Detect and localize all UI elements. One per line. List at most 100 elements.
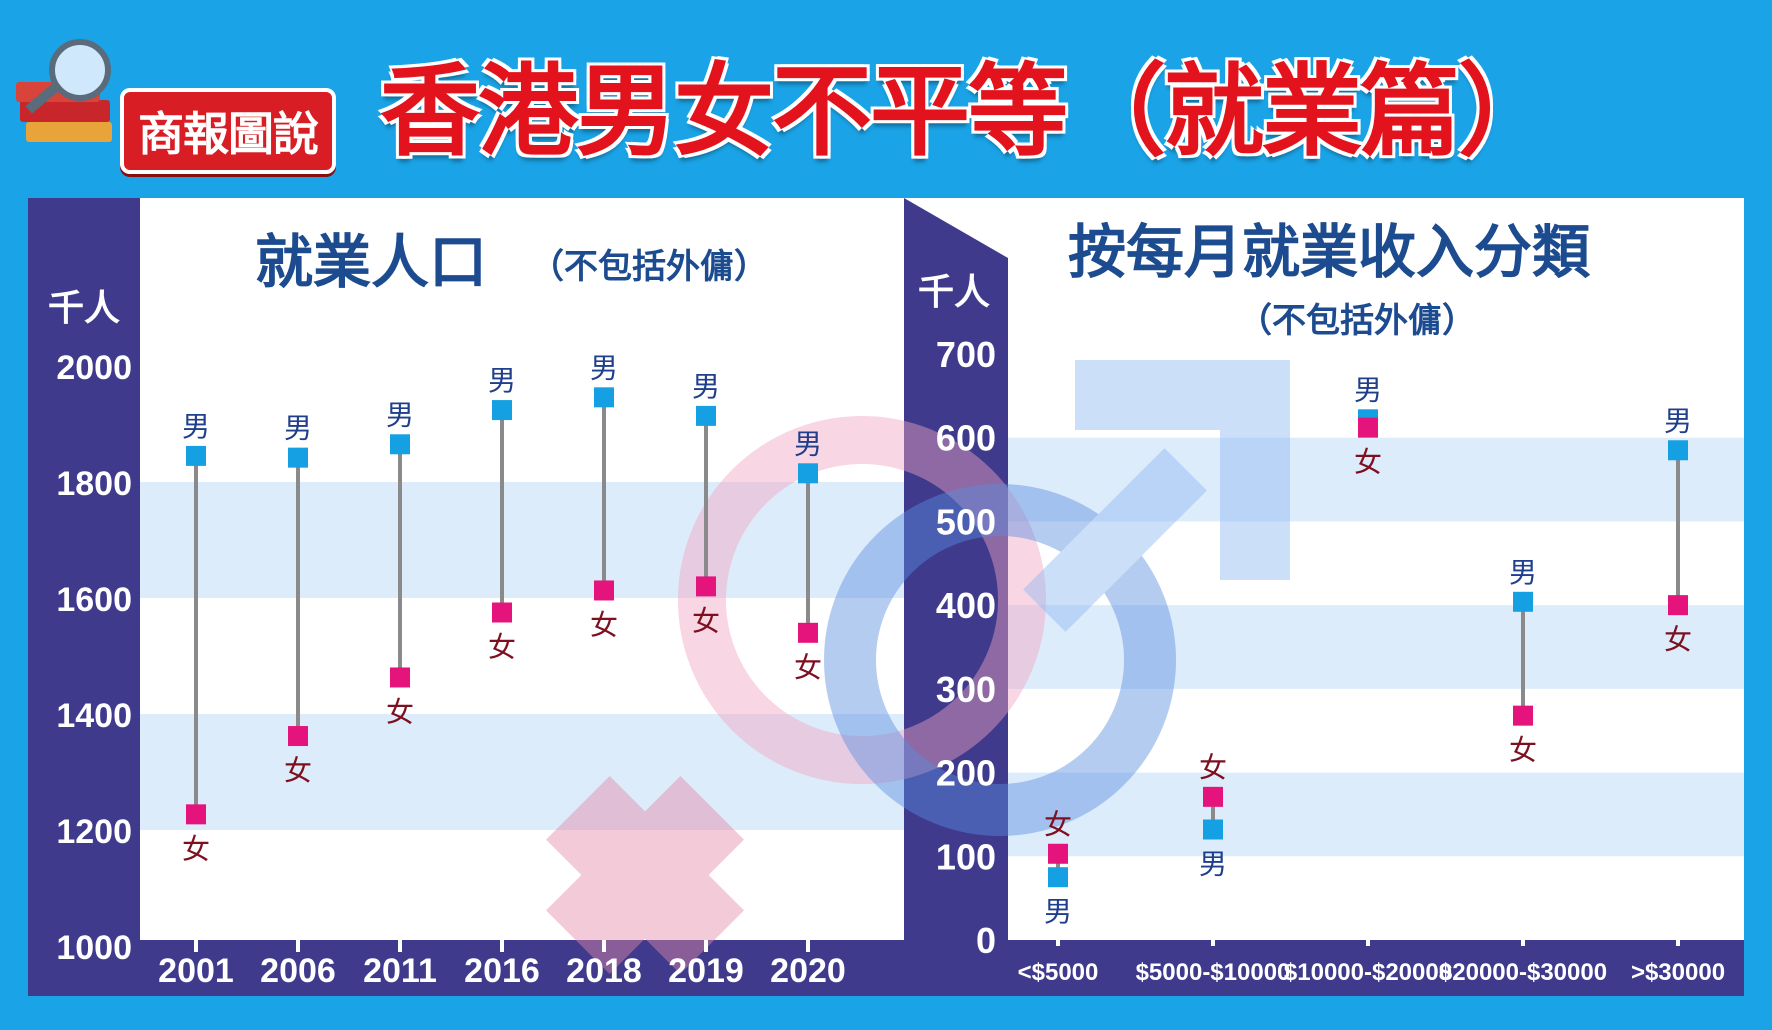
left-chart-marks: 2000 1800 1600 1400 1200 1000 2001 男女 2006 男女 2011… xyxy=(56,349,845,990)
x-tick-mark xyxy=(398,940,402,952)
male-label: 男 xyxy=(692,370,720,403)
female-point xyxy=(390,667,410,688)
y-tick-label: 400 xyxy=(936,585,996,626)
male-point xyxy=(1513,591,1533,612)
male-label: 男 xyxy=(488,364,516,397)
x-tick-mark xyxy=(194,940,198,952)
male-label: 男 xyxy=(1354,373,1382,406)
female-point xyxy=(594,580,614,601)
y-tick-label: 1800 xyxy=(56,465,132,503)
page-title: 香港男女不平等（就業篇） xyxy=(380,53,1558,170)
y-tick-label: 500 xyxy=(936,501,996,542)
x-tick-mark xyxy=(1676,934,1680,946)
x-tick-mark xyxy=(806,940,810,952)
x-tick-label: 2001 xyxy=(158,952,234,990)
left-chart-subtitle: （不包括外傭） xyxy=(530,247,768,287)
female-symbol-icon xyxy=(546,416,1046,974)
y-tick-label: 100 xyxy=(936,836,996,877)
y-tick-label: 200 xyxy=(936,753,996,794)
x-tick-mark xyxy=(1211,934,1215,946)
male-point xyxy=(390,434,410,455)
x-tick-mark xyxy=(704,940,708,952)
female-point xyxy=(1203,786,1223,807)
male-point xyxy=(1668,440,1688,461)
x-tick-label: 2020 xyxy=(770,952,846,990)
right-panel xyxy=(904,198,1744,996)
x-tick-label: $20000-$30000 xyxy=(1439,959,1607,986)
left-chart-title: 就業人口 xyxy=(255,228,487,296)
header: 商報圖說 香港男女不平等（就業篇） xyxy=(0,0,1772,190)
grid-band xyxy=(140,714,904,830)
right-chart-marks: 7006005004003002001000<$5000男女$5000-$100… xyxy=(936,334,1725,986)
x-tick-mark xyxy=(602,940,606,952)
y-tick-label: 1400 xyxy=(56,697,132,735)
male-point xyxy=(696,405,716,426)
female-label: 女 xyxy=(386,695,414,728)
male-point xyxy=(1203,819,1223,840)
female-label: 女 xyxy=(284,754,312,787)
male-point xyxy=(288,447,308,468)
male-label: 男 xyxy=(590,351,618,384)
x-tick-label: $10000-$20000 xyxy=(1284,959,1452,986)
female-label: 女 xyxy=(1199,751,1227,784)
x-tick-label: 2018 xyxy=(566,952,642,990)
grid-band xyxy=(140,482,904,598)
y-tick-label: 1600 xyxy=(56,581,132,619)
female-label: 女 xyxy=(590,608,618,641)
x-tick-label: 2019 xyxy=(668,952,744,990)
male-point xyxy=(1048,867,1068,888)
male-point xyxy=(492,400,512,421)
female-point xyxy=(492,602,512,623)
x-tick-label: 2011 xyxy=(363,952,437,990)
female-point xyxy=(1358,417,1378,438)
right-chart-title: 按每月就業收入分類 xyxy=(1068,218,1591,286)
male-point xyxy=(186,445,206,466)
male-label: 男 xyxy=(1044,895,1072,928)
grid-band xyxy=(1008,605,1744,689)
y-tick-label: 600 xyxy=(936,418,996,459)
x-tick-label: 2006 xyxy=(260,952,336,990)
x-tick-label: >$30000 xyxy=(1631,959,1725,986)
magnifier-books-icon xyxy=(16,39,112,142)
y-tick-label: 300 xyxy=(936,669,996,710)
logo-text: 商報圖說 xyxy=(120,88,336,174)
male-symbol-icon xyxy=(824,360,1290,836)
left-panel xyxy=(28,198,904,996)
x-tick-mark xyxy=(1521,934,1525,946)
male-label: 男 xyxy=(284,412,312,445)
female-point xyxy=(1513,705,1533,726)
male-label: 男 xyxy=(794,427,822,460)
male-label: 男 xyxy=(182,410,210,443)
female-label: 女 xyxy=(488,631,516,664)
x-tick-mark xyxy=(296,940,300,952)
female-point xyxy=(1668,595,1688,616)
female-label: 女 xyxy=(794,651,822,684)
female-label: 女 xyxy=(1354,446,1382,479)
right-chart-subtitle: （不包括外傭） xyxy=(1238,301,1476,341)
y-tick-label: 700 xyxy=(936,334,996,375)
female-point xyxy=(1048,843,1068,864)
grid-band xyxy=(1008,772,1744,857)
female-label: 女 xyxy=(182,832,210,865)
female-label: 女 xyxy=(692,604,720,637)
left-y-axis-label: 千人 xyxy=(48,287,120,328)
x-tick-label: $5000-$10000 xyxy=(1136,959,1291,986)
x-tick-label: <$5000 xyxy=(1018,959,1099,986)
female-point xyxy=(186,804,206,825)
female-label: 女 xyxy=(1664,623,1692,656)
male-point xyxy=(594,387,614,408)
x-tick-mark xyxy=(1366,934,1370,946)
x-tick-mark xyxy=(500,940,504,952)
y-tick-label: 1000 xyxy=(56,929,132,967)
y-tick-label: 2000 xyxy=(56,349,132,387)
y-tick-label: 0 xyxy=(976,920,996,961)
y-tick-label: 1200 xyxy=(56,813,132,851)
female-point xyxy=(696,576,716,597)
male-label: 男 xyxy=(1664,404,1692,437)
female-point xyxy=(798,622,818,643)
male-label: 男 xyxy=(386,398,414,431)
female-label: 女 xyxy=(1509,734,1537,767)
male-point xyxy=(798,463,818,484)
x-tick-label: 2016 xyxy=(464,952,540,990)
